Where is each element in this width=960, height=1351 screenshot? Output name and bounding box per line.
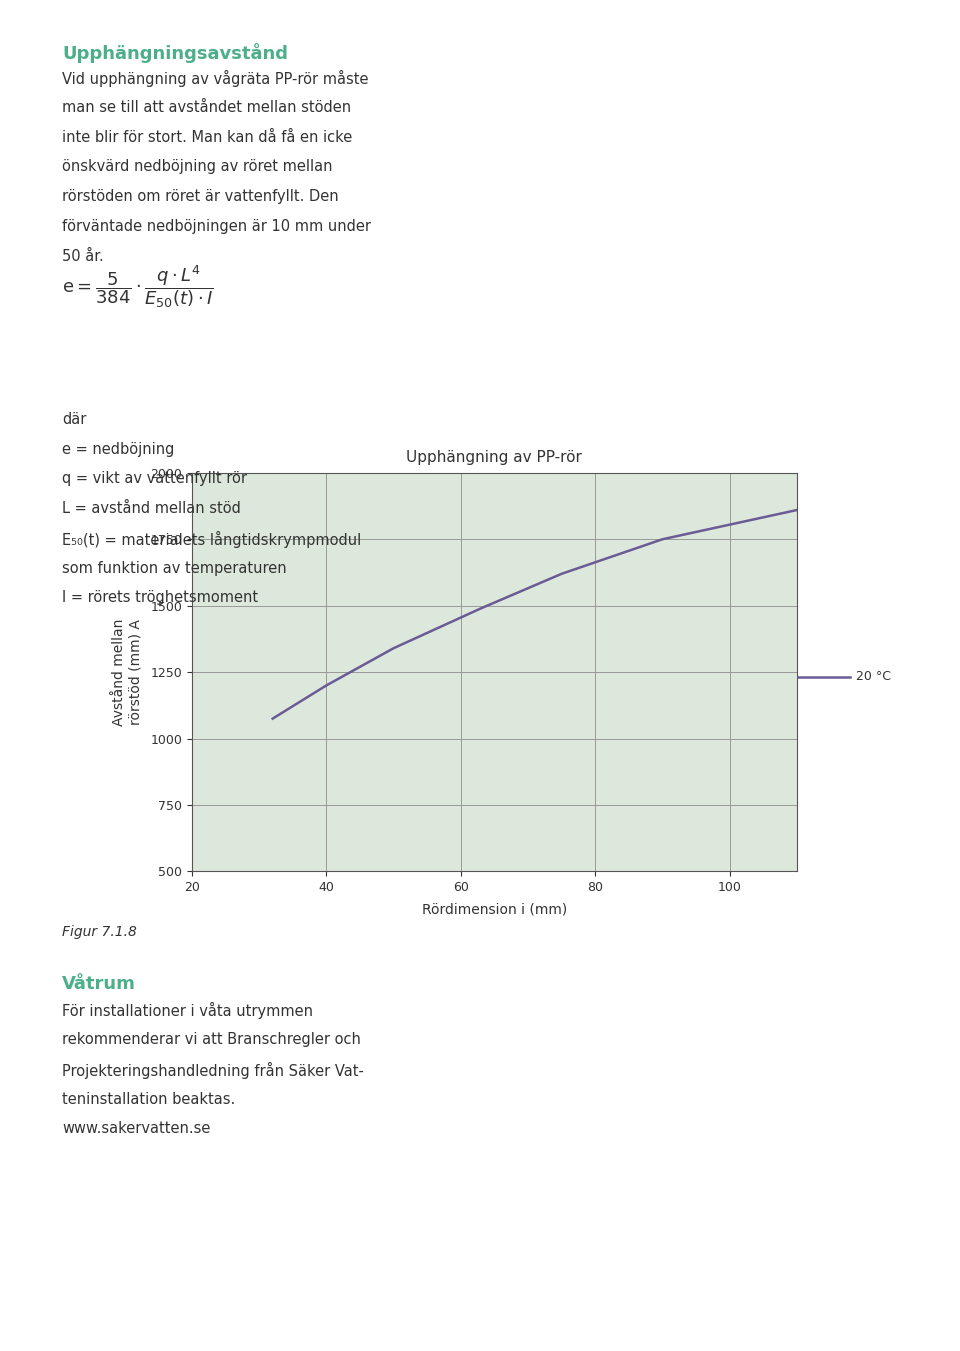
- Text: man se till att avståndet mellan stöden: man se till att avståndet mellan stöden: [62, 100, 351, 115]
- Text: inte blir för stort. Man kan då få en icke: inte blir för stort. Man kan då få en ic…: [62, 130, 352, 145]
- Text: som funktion av temperaturen: som funktion av temperaturen: [62, 561, 287, 576]
- Text: rekommenderar vi att Branschregler och: rekommenderar vi att Branschregler och: [62, 1032, 361, 1047]
- Text: Vid upphängning av vågräta PP-rör måste: Vid upphängning av vågräta PP-rör måste: [62, 70, 369, 88]
- Text: q = vikt av vattenfyllt rör: q = vikt av vattenfyllt rör: [62, 471, 248, 486]
- Text: $\mathrm{e} = \dfrac{5}{384} \cdot \dfrac{q \cdot L^4}{E_{50}(t) \cdot I}$: $\mathrm{e} = \dfrac{5}{384} \cdot \dfra…: [62, 263, 214, 311]
- Text: rörstöden om röret är vattenfyllt. Den: rörstöden om röret är vattenfyllt. Den: [62, 189, 339, 204]
- X-axis label: Rördimension i (mm): Rördimension i (mm): [421, 902, 567, 916]
- Text: där: där: [62, 412, 86, 427]
- Title: Upphängning av PP-rör: Upphängning av PP-rör: [406, 450, 583, 465]
- Text: 20 °C: 20 °C: [856, 670, 891, 684]
- Text: Projekteringshandledning från Säker Vat-: Projekteringshandledning från Säker Vat-: [62, 1062, 364, 1079]
- Text: L = avstånd mellan stöd: L = avstånd mellan stöd: [62, 501, 241, 516]
- Text: Våtrum: Våtrum: [62, 975, 136, 993]
- Text: önskvärd nedböjning av röret mellan: önskvärd nedböjning av röret mellan: [62, 159, 333, 174]
- Text: Upphängningsavstånd: Upphängningsavstånd: [62, 43, 288, 63]
- Text: förväntade nedböjningen är 10 mm under: förväntade nedböjningen är 10 mm under: [62, 219, 372, 234]
- Text: 50 år.: 50 år.: [62, 249, 104, 263]
- Text: E₅₀(t) = materialets långtidskrympmodul: E₅₀(t) = materialets långtidskrympmodul: [62, 531, 362, 549]
- Text: UPONOR PP INOMHUSAVLOPPSSYSTEM: UPONOR PP INOMHUSAVLOPPSSYSTEM: [687, 1323, 931, 1336]
- Y-axis label: Avstånd mellan
rörstöd (mm) A: Avstånd mellan rörstöd (mm) A: [112, 619, 142, 725]
- Text: Figur 7.1.8: Figur 7.1.8: [62, 925, 137, 939]
- Text: I = rörets tröghetsmoment: I = rörets tröghetsmoment: [62, 590, 258, 605]
- Text: 12: 12: [29, 1323, 48, 1336]
- Text: www.sakervatten.se: www.sakervatten.se: [62, 1121, 211, 1136]
- Text: e = nedböjning: e = nedböjning: [62, 442, 175, 457]
- Text: teninstallation beaktas.: teninstallation beaktas.: [62, 1092, 235, 1106]
- Text: För installationer i våta utrymmen: För installationer i våta utrymmen: [62, 1002, 313, 1020]
